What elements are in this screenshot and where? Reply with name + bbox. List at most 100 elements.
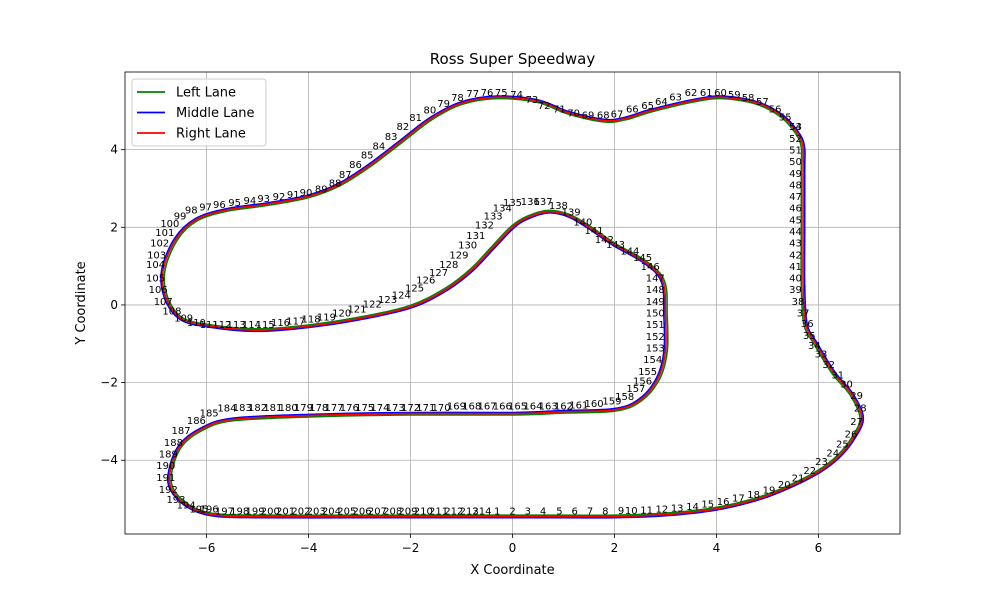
point-label: 169 [447,402,466,413]
point-label: 128 [439,260,458,271]
point-label: 205 [337,507,356,518]
point-label: 162 [554,402,573,413]
point-label: 16 [717,497,730,508]
point-label: 190 [156,461,175,472]
point-label: 175 [355,403,374,414]
point-label: 122 [363,300,382,311]
point-label: 198 [230,507,249,518]
point-label: 45 [789,215,802,226]
y-tick-label: 2 [110,220,118,234]
point-label: 97 [199,203,212,214]
point-label: 66 [626,105,639,116]
point-label: 19 [763,486,776,497]
point-label: 173 [386,403,405,414]
point-label: 32 [822,360,835,371]
point-label: 125 [405,283,424,294]
point-label: 1 [494,507,500,518]
point-label: 26 [845,429,858,440]
point-label: 84 [373,142,386,153]
point-label: 166 [493,402,512,413]
point-label: 210 [414,507,433,518]
point-label: 80 [424,105,437,116]
x-tick-label: 4 [713,541,721,555]
legend-box [131,78,267,147]
point-label: 72 [538,101,551,112]
point-label: 81 [409,113,422,124]
point-label: 183 [233,403,252,414]
point-label: 143 [606,240,625,251]
point-label: 44 [789,227,802,238]
point-label: 179 [294,403,313,414]
point-label: 202 [291,507,310,518]
left-lane-line [163,97,861,517]
point-label: 197 [215,507,234,518]
point-label: 8 [602,507,608,518]
point-label: 112 [212,320,231,331]
point-label: 144 [620,246,639,257]
point-label: 131 [466,231,485,242]
y-tick-label: 0 [110,298,118,312]
point-label: 149 [646,297,665,308]
point-label: 107 [154,297,173,308]
point-label: 145 [633,253,652,264]
middle-lane-line [160,95,865,519]
point-label: 118 [302,314,321,325]
point-label: 147 [646,274,665,285]
point-label: 10 [625,506,638,517]
point-label: 24 [826,449,839,460]
point-label: 43 [789,239,802,250]
y-tick-label: −4 [100,453,118,467]
point-label: 38 [792,297,805,308]
point-label: 31 [831,370,844,381]
point-label: 110 [187,318,206,329]
point-label: 101 [155,228,174,239]
point-label: 148 [646,285,665,296]
point-label: 65 [641,101,654,112]
point-label: 39 [789,285,802,296]
point-label: 88 [329,178,342,189]
point-label: 55 [779,112,792,123]
point-label: 200 [261,507,280,518]
point-label: 25 [836,439,849,450]
point-label: 116 [271,318,290,329]
point-label: 139 [562,208,581,219]
point-label: 40 [789,274,802,285]
point-label: 113 [227,320,246,331]
point-label: 2 [509,507,515,518]
point-label: 74 [510,90,523,101]
point-label: 56 [769,105,782,116]
point-label: 201 [276,507,295,518]
point-label: 199 [245,507,264,518]
point-label: 96 [213,200,226,211]
point-label: 207 [368,507,387,518]
point-label: 51 [789,145,802,156]
point-label: 192 [159,485,178,496]
y-tick-label: 4 [110,143,118,157]
point-label: 105 [146,274,165,285]
chart-title: Ross Super Speedway [430,50,596,68]
point-label: 48 [789,180,802,191]
point-label: 71 [553,105,566,116]
point-label: 6 [572,507,578,518]
x-tick-label: −6 [198,541,216,555]
point-label: 133 [484,211,503,222]
point-label: 15 [701,500,714,511]
point-label: 184 [217,404,236,415]
point-label: 69 [582,111,595,122]
point-label: 33 [815,349,828,360]
point-label: 137 [534,197,553,208]
point-label: 195 [189,505,208,516]
point-label: 47 [789,192,802,203]
point-label: 52 [789,134,802,145]
point-label: 82 [397,122,410,133]
point-label: 214 [472,507,491,518]
point-label: 78 [451,93,464,104]
point-label: 155 [638,367,657,378]
point-label: 4 [540,507,546,518]
point-label: 172 [401,403,420,414]
point-label: 170 [432,403,451,414]
point-label: 167 [477,402,496,413]
point-label: 86 [349,160,362,171]
point-label: 134 [493,204,512,215]
